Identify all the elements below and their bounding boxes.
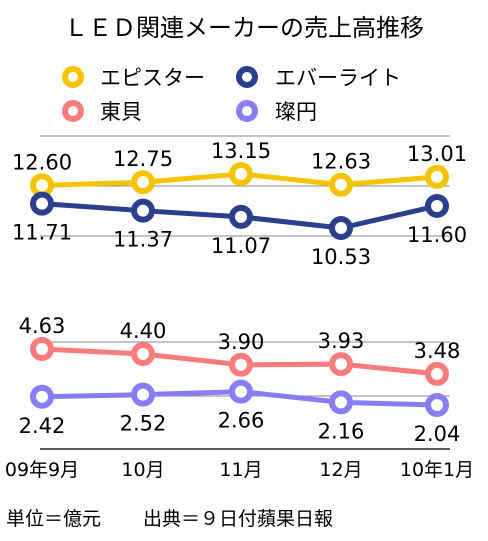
x-tick-label: 09年9月 [5,459,79,481]
data-point [329,390,353,415]
legend-marker [62,66,84,88]
legend-item-unity: 東貝 [62,100,142,124]
data-label: 11.71 [12,221,72,245]
unit-note: 単位＝億元 [6,508,101,530]
data-label: 3.93 [318,329,365,353]
data-point [329,352,353,377]
x-tick-label: 12月 [319,459,362,481]
data-label: 13.01 [407,142,467,166]
series-everlight: 11.71 11.37 11.07 10.53 11.60 [12,191,467,269]
legend-item-formosa: 璨円 [236,100,317,124]
data-label: 12.60 [12,150,72,174]
data-label: 2.42 [19,414,66,438]
data-label: 13.15 [211,139,271,163]
x-tick-label: 10年1月 [400,459,474,481]
data-point [131,198,155,223]
legend: エピスター エバーライト 東貝 璨円 [62,66,401,124]
data-point [131,170,155,195]
data-point [425,393,449,417]
data-label: 10.53 [311,245,371,269]
data-point [30,384,54,409]
series-layer: 12.60 12.75 13.15 12.63 13.01 11.71 11.37 11.07… [12,139,467,446]
data-label: 3.90 [218,330,265,354]
data-point [425,164,449,189]
legend-marker [62,100,84,122]
data-label: 4.63 [19,314,66,338]
legend-item-epister: エピスター [62,66,205,90]
data-label: 2.04 [414,422,461,446]
legend-label: 璨円 [275,100,317,124]
data-label: 2.16 [318,419,365,443]
legend-label: エピスター [100,66,205,90]
data-label: 2.66 [218,409,265,433]
series-formosa: 2.42 2.52 2.66 2.16 2.04 [19,379,461,446]
data-point [425,361,449,386]
data-label: 3.48 [414,339,461,363]
data-label: 11.60 [407,223,467,247]
data-point [30,191,54,216]
data-point [229,204,253,229]
series-unity: 4.63 4.40 3.90 3.93 3.48 [19,314,461,386]
data-label: 12.75 [113,147,173,171]
data-label: 4.40 [120,319,167,343]
data-point [329,172,353,197]
data-label: 11.37 [113,228,173,252]
data-point [30,173,54,198]
data-point [425,193,449,218]
source-note: 出典＝９日付蘋果日報 [143,508,333,530]
data-point [229,162,253,186]
legend-label: 東貝 [100,100,142,124]
data-point [131,382,155,407]
data-point [329,216,353,240]
data-point [229,352,253,377]
data-point [229,379,253,404]
legend-marker [236,66,258,88]
data-label: 12.63 [311,150,371,174]
x-axis-labels: 09年9月 10月 11月 12月 10年1月 [5,459,474,481]
data-label: 2.52 [120,412,167,436]
data-point [30,337,54,361]
series-epister: 12.60 12.75 13.15 12.63 13.01 [12,139,467,198]
legend-label: エバーライト [275,66,401,90]
data-label: 11.07 [211,234,271,258]
legend-item-everlight: エバーライト [236,66,401,90]
data-point [131,341,155,366]
x-tick-label: 11月 [219,459,262,481]
chart-title: ＬＥＤ関連メーカーの売上高推移 [64,14,424,42]
legend-marker [236,100,258,122]
x-tick-label: 10月 [121,459,164,481]
